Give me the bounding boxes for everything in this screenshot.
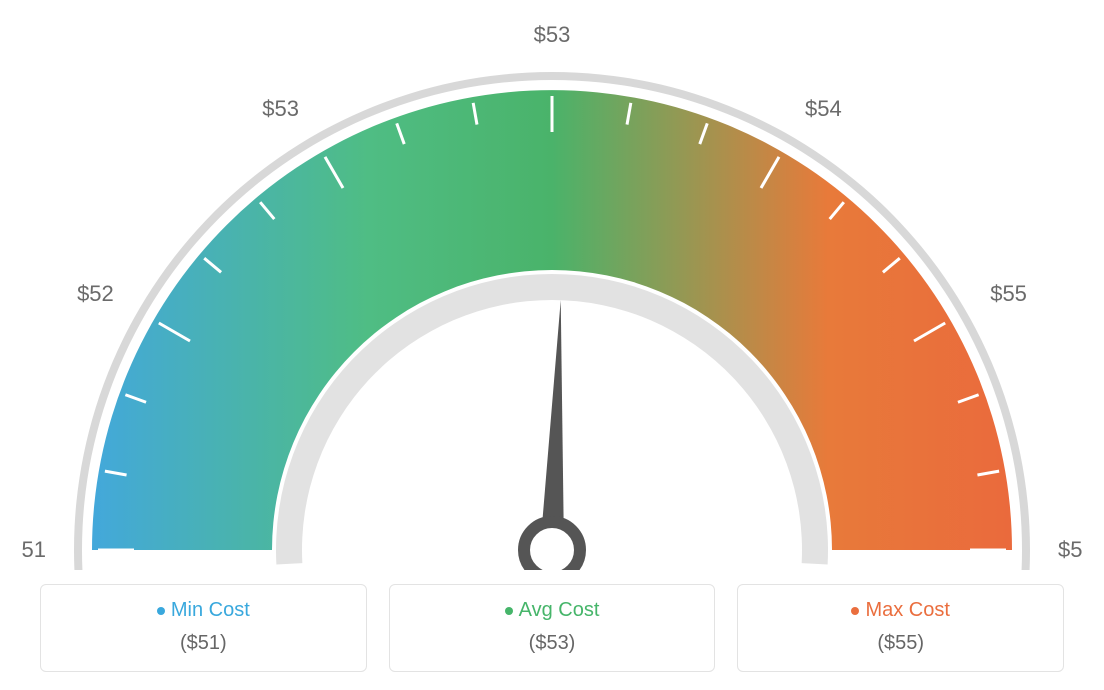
legend-min-dot <box>157 607 165 615</box>
legend-min-cost: Min Cost ($51) <box>40 584 367 672</box>
svg-text:$53: $53 <box>534 22 571 47</box>
svg-text:$55: $55 <box>990 281 1027 306</box>
legend-min-label: Min Cost <box>171 599 250 622</box>
svg-text:$55: $55 <box>1058 537 1082 562</box>
legend-avg-dot <box>505 607 513 615</box>
legend-min-title: Min Cost <box>157 599 250 622</box>
svg-text:$53: $53 <box>262 96 299 121</box>
legend-max-dot <box>851 607 859 615</box>
svg-text:$51: $51 <box>22 537 46 562</box>
legend-avg-cost: Avg Cost ($53) <box>389 584 716 672</box>
legend-min-value: ($51) <box>51 632 356 655</box>
legend-max-label: Max Cost <box>865 599 949 622</box>
legend-max-value: ($55) <box>748 632 1053 655</box>
svg-text:$54: $54 <box>805 96 842 121</box>
legend-avg-title: Avg Cost <box>505 599 600 622</box>
svg-text:$52: $52 <box>77 281 114 306</box>
legend-avg-label: Avg Cost <box>519 599 600 622</box>
cost-gauge-chart: $51 $52 $53 $53 $54 $55 $55 <box>22 10 1082 570</box>
legend-max-title: Max Cost <box>851 599 949 622</box>
legend-avg-value: ($53) <box>400 632 705 655</box>
legend-max-cost: Max Cost ($55) <box>737 584 1064 672</box>
legend-container: Min Cost ($51) Avg Cost ($53) Max Cost (… <box>0 584 1104 672</box>
gauge-svg: $51 $52 $53 $53 $54 $55 $55 <box>22 10 1082 570</box>
